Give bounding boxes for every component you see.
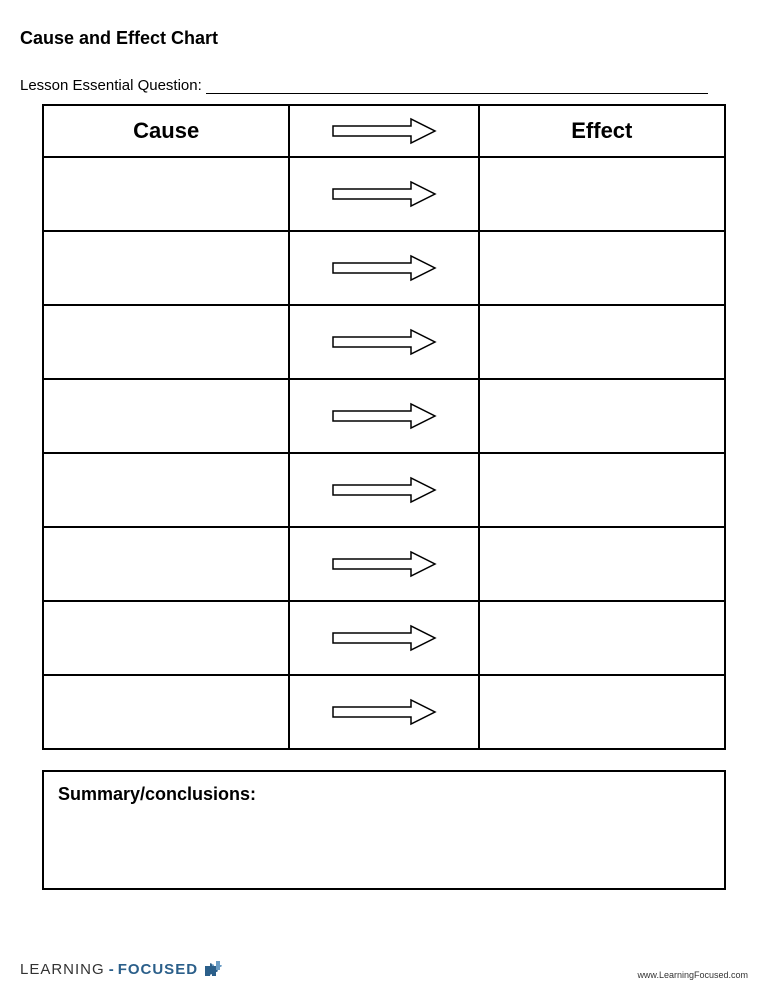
website-url: www.LearningFocused.com	[637, 970, 748, 980]
effect-cell[interactable]	[479, 527, 725, 601]
table-row	[43, 231, 725, 305]
table-row	[43, 675, 725, 749]
logo-text-right: FOCUSED	[118, 961, 198, 978]
table-row	[43, 601, 725, 675]
effect-cell[interactable]	[479, 453, 725, 527]
question-label: Lesson Essential Question:	[20, 77, 202, 94]
arrow-cell	[289, 231, 478, 305]
cause-cell[interactable]	[43, 305, 289, 379]
cause-cell[interactable]	[43, 453, 289, 527]
summary-label: Summary/conclusions:	[58, 784, 710, 805]
arrow-cell	[289, 601, 478, 675]
table-row	[43, 157, 725, 231]
arrow-cell	[289, 157, 478, 231]
effect-cell[interactable]	[479, 157, 725, 231]
header-cause: Cause	[43, 105, 289, 157]
cause-cell[interactable]	[43, 527, 289, 601]
arrow-cell	[289, 527, 478, 601]
cause-cell[interactable]	[43, 675, 289, 749]
table-row	[43, 453, 725, 527]
arrow-icon	[329, 623, 439, 653]
effect-cell[interactable]	[479, 379, 725, 453]
arrow-icon	[329, 116, 439, 146]
cause-cell[interactable]	[43, 601, 289, 675]
table-row	[43, 305, 725, 379]
header-arrow-cell	[289, 105, 478, 157]
logo-text-left: LEARNING	[20, 961, 105, 978]
summary-box[interactable]: Summary/conclusions:	[42, 770, 726, 890]
essential-question-row: Lesson Essential Question:	[20, 77, 748, 94]
page-footer: LEARNING - FOCUSED www.LearningFocused.c…	[20, 958, 748, 980]
cause-effect-table: Cause Effect	[42, 104, 726, 750]
page-title: Cause and Effect Chart	[20, 28, 748, 49]
header-effect: Effect	[479, 105, 725, 157]
effect-cell[interactable]	[479, 231, 725, 305]
arrow-cell	[289, 379, 478, 453]
table-header-row: Cause Effect	[43, 105, 725, 157]
cause-cell[interactable]	[43, 231, 289, 305]
puzzle-icon	[202, 958, 224, 980]
arrow-icon	[329, 475, 439, 505]
arrow-icon	[329, 253, 439, 283]
arrow-icon	[329, 697, 439, 727]
arrow-cell	[289, 305, 478, 379]
logo: LEARNING - FOCUSED	[20, 958, 224, 980]
table-row	[43, 527, 725, 601]
arrow-cell	[289, 453, 478, 527]
table-row	[43, 379, 725, 453]
question-underline[interactable]	[206, 78, 708, 94]
effect-cell[interactable]	[479, 601, 725, 675]
cause-cell[interactable]	[43, 157, 289, 231]
arrow-icon	[329, 549, 439, 579]
arrow-icon	[329, 327, 439, 357]
effect-cell[interactable]	[479, 675, 725, 749]
arrow-icon	[329, 401, 439, 431]
arrow-cell	[289, 675, 478, 749]
cause-cell[interactable]	[43, 379, 289, 453]
arrow-icon	[329, 179, 439, 209]
logo-separator: -	[109, 961, 114, 978]
effect-cell[interactable]	[479, 305, 725, 379]
